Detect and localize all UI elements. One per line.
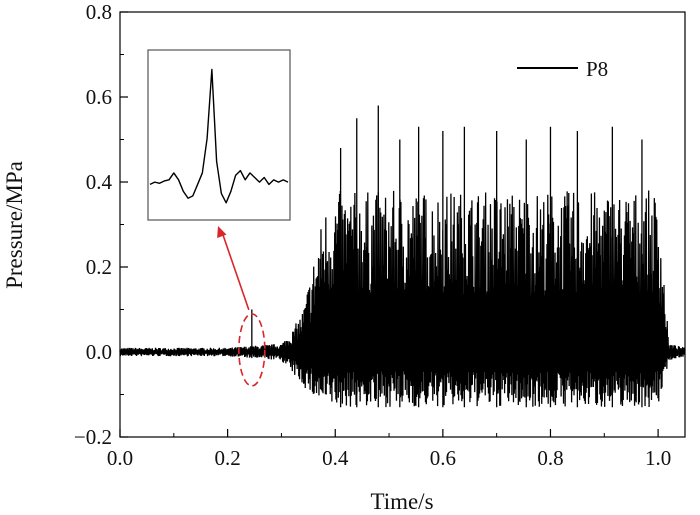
x-tick-label: 0.6 (430, 446, 456, 470)
legend: P8 (517, 57, 608, 81)
y-tick-label: 0.4 (86, 170, 113, 194)
inset-box (147, 49, 291, 221)
x-tick-label: 0.0 (107, 446, 133, 470)
x-tick-label: 0.8 (537, 446, 563, 470)
highlight-ellipse (238, 313, 266, 387)
callout-arrow-line (221, 231, 250, 311)
legend-label-p8: P8 (586, 57, 608, 81)
y-axis-title: Pressure/MPa (2, 161, 27, 289)
annotation-layer (147, 49, 291, 387)
y-tick-label: 0.0 (86, 340, 112, 364)
series-line-p8 (119, 190, 686, 408)
inset-signal-line (149, 68, 289, 204)
x-axis-title: Time/s (370, 489, 433, 514)
x-tick-label: 0.2 (214, 446, 240, 470)
signal-layer (119, 105, 686, 408)
ticks-layer: 0.0 0.2 0.4 0.6 0.8 1.0−0.20.00.20.40.60.8 (74, 0, 671, 470)
x-tick-label: 1.0 (645, 446, 671, 470)
y-tick-label: 0.2 (86, 255, 112, 279)
x-tick-label: 0.4 (322, 446, 349, 470)
y-tick-label: −0.2 (74, 425, 112, 449)
callout-arrow-head (217, 226, 227, 239)
y-tick-label: 0.6 (86, 85, 112, 109)
y-tick-label: 0.8 (86, 0, 112, 24)
